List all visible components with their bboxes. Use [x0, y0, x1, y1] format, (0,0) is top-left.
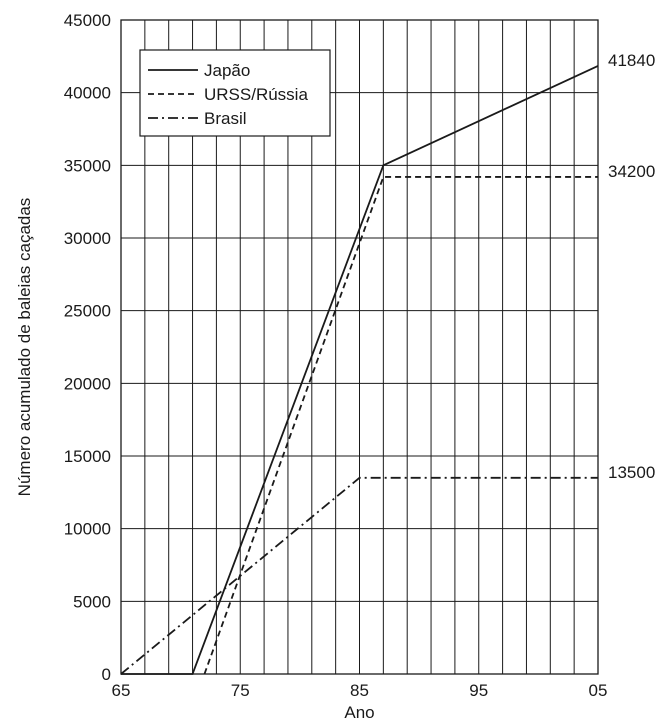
legend: Japão URSS/Rússia Brasil — [139, 49, 331, 137]
plot-frame — [120, 19, 599, 675]
y-tick-label: 45000 — [64, 11, 111, 30]
y-tick-label: 35000 — [64, 156, 111, 175]
series-lines — [120, 65, 599, 675]
y-tick-label: 5000 — [73, 592, 111, 611]
series-line — [120, 476, 598, 675]
x-tick-label: 75 — [231, 681, 250, 700]
y-tick-label: 40000 — [64, 84, 111, 103]
end-value-label: 41840 — [608, 51, 655, 70]
tick-labels: 65 75 85 95 05 0 5000 10000 15000 20000 25000 30000… — [64, 11, 608, 700]
x-tick-label: 85 — [350, 681, 369, 700]
y-tick-label: 30000 — [64, 229, 111, 248]
legend-entry: URSS/Rússia — [204, 85, 308, 104]
legend-box — [139, 49, 331, 137]
end-value-label: 13500 — [608, 463, 655, 482]
y-tick-label: 15000 — [64, 447, 111, 466]
y-axis-label: Número acumulado de baleias caçadas — [15, 198, 34, 497]
x-tick-label: 05 — [589, 681, 608, 700]
y-tick-label: 20000 — [64, 374, 111, 393]
y-tick-label: 10000 — [64, 520, 111, 539]
series-line — [121, 65, 599, 675]
end-value-label: 34200 — [608, 162, 655, 181]
y-tick-label: 25000 — [64, 302, 111, 321]
x-tick-label: 95 — [469, 681, 488, 700]
y-tick-label: 0 — [102, 665, 111, 684]
legend-entry: Japão — [204, 61, 250, 80]
legend-entry: Brasil — [204, 109, 247, 128]
x-tick-label: 65 — [112, 681, 131, 700]
end-labels: 41840 34200 13500 — [608, 51, 655, 482]
series-line — [203, 176, 598, 675]
x-axis-label: Ano — [344, 703, 374, 722]
